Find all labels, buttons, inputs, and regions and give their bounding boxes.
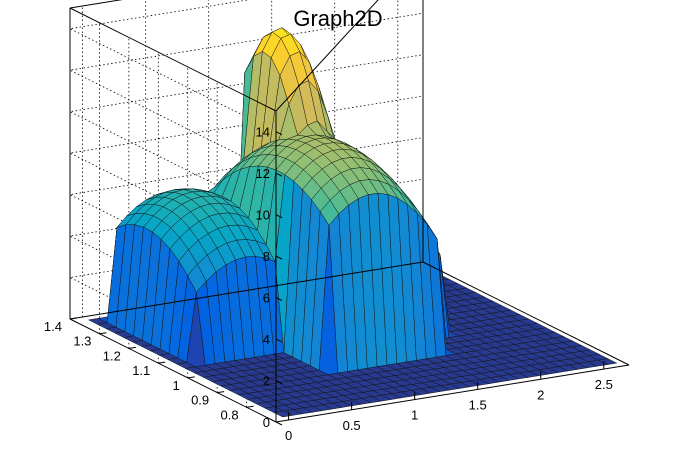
surface-cell	[597, 358, 618, 365]
z-tick	[275, 421, 283, 426]
frame-edge	[69, 261, 424, 320]
frame-layer	[69, 0, 630, 423]
y-tick-label: 1.2	[103, 348, 121, 363]
z-tick-label: 14	[256, 125, 270, 140]
z-tick	[275, 255, 283, 260]
y-tick	[69, 317, 78, 320]
x-tick-label: 1.5	[469, 397, 487, 412]
y-tick-label: 1.1	[132, 363, 150, 378]
z-tick-label: 8	[263, 249, 270, 264]
x-tick-label: 2	[537, 387, 544, 402]
z-tick-label: 2	[263, 374, 270, 389]
frame-edge	[69, 318, 277, 423]
surface-layer	[87, 27, 618, 418]
y-tick-label: 1	[172, 378, 179, 393]
x-tick-label: 1	[411, 408, 418, 423]
z-tick	[275, 214, 283, 219]
y-tick	[187, 376, 195, 379]
z-tick	[275, 297, 283, 302]
z-tick-label: 10	[256, 208, 270, 223]
z-gridline	[68, 12, 424, 174]
x-tick-label: 0	[285, 428, 292, 443]
frame-edge	[275, 0, 379, 112]
z-tick	[275, 338, 283, 343]
z-tick-label: 0	[263, 415, 270, 430]
z-tick	[275, 380, 283, 384]
z-tick-label: 12	[256, 166, 270, 181]
z-tick	[275, 172, 283, 177]
z-gridline	[68, 0, 277, 133]
y-tick	[217, 391, 225, 394]
z-tick-label: 4	[263, 332, 270, 347]
tick-layer: 0 2 4 6 8 10 12 14 0 0.5 1 1.5 2 2.5 0.8 0.9 1 1.1 1.2 1.3 1…	[44, 125, 613, 443]
chart-title: Graph2D	[293, 6, 382, 31]
frame-edge	[275, 364, 630, 423]
y-tick	[128, 346, 136, 349]
z-tick-label: 6	[263, 291, 270, 306]
z-tick	[275, 131, 283, 136]
y-tick	[99, 332, 107, 335]
y-tick	[158, 361, 166, 364]
x-tick-label: 2.5	[595, 377, 613, 392]
y-tick-label: 1.4	[44, 319, 62, 334]
y-tick	[246, 405, 254, 408]
x-tick-label: 0.5	[343, 418, 361, 433]
frame-edge	[69, 7, 277, 112]
frame-edge	[422, 261, 630, 366]
y-tick-label: 0.8	[220, 407, 238, 422]
y-tick-label: 1.3	[73, 334, 91, 349]
y-tick-label: 0.9	[191, 393, 209, 408]
